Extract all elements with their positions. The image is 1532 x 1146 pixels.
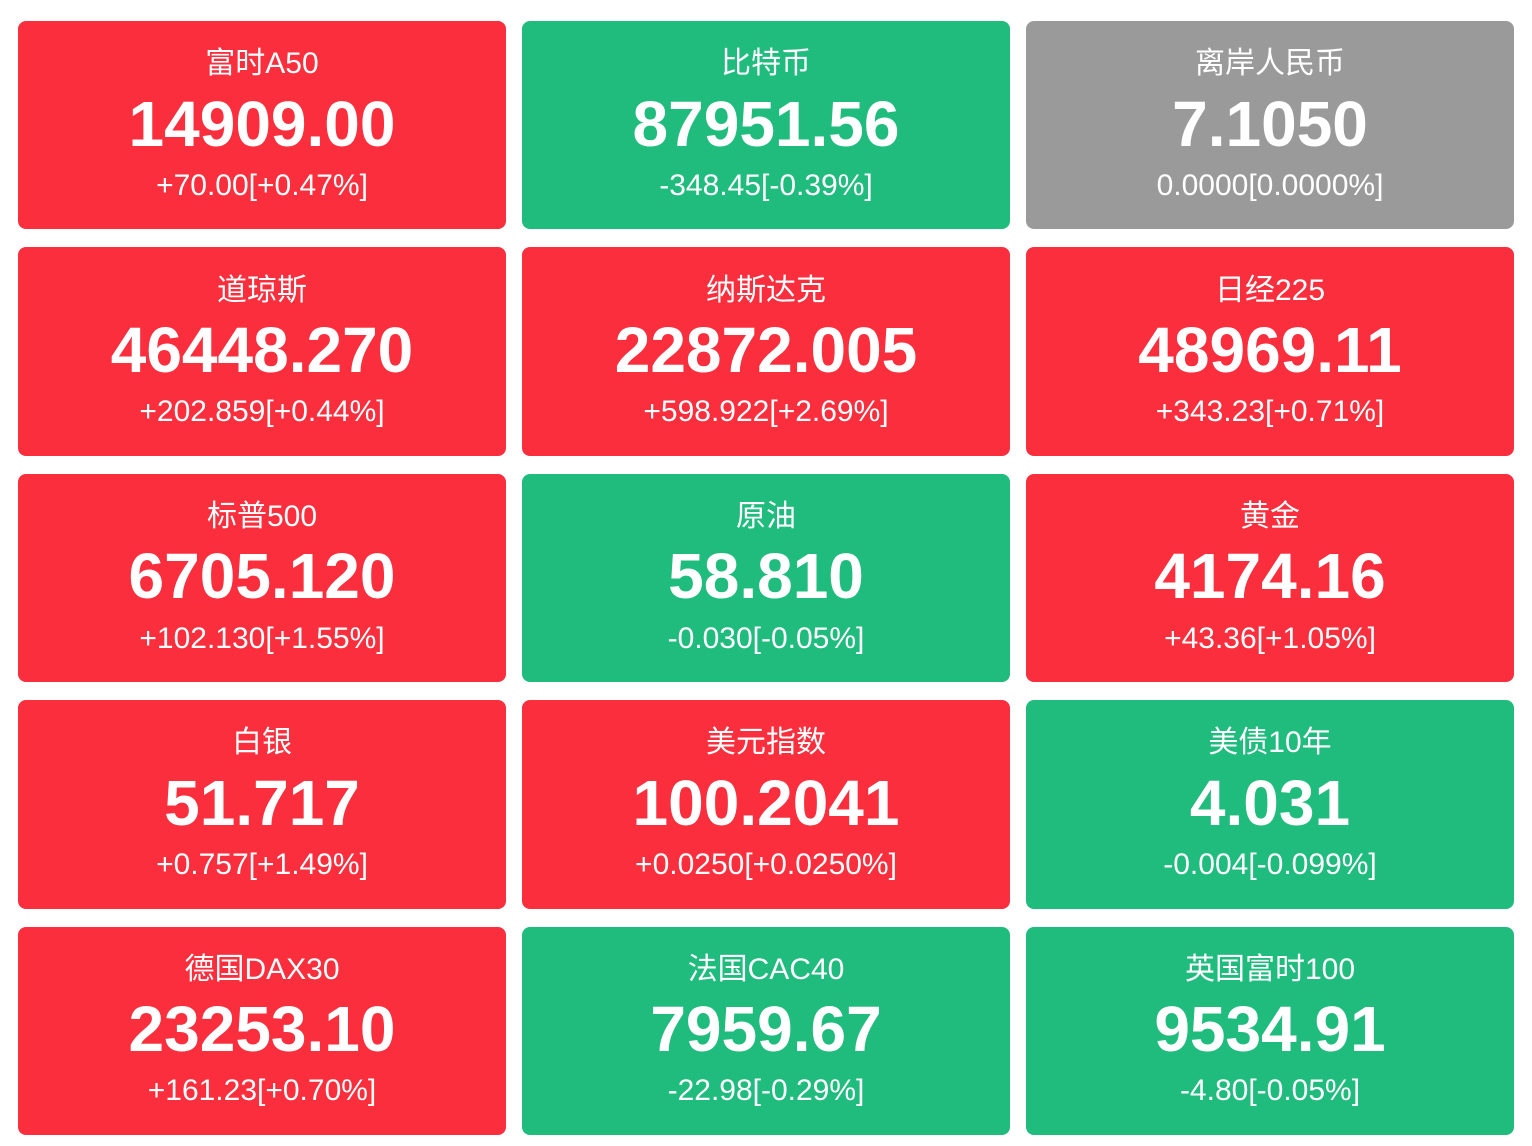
market-tile-13[interactable]: 德国DAX30 23253.10 +161.23[+0.70%] <box>18 926 506 1135</box>
tile-change-text: -0.030[-0.05%] <box>667 621 865 655</box>
tile-instrument-name: 德国DAX30 <box>184 952 340 986</box>
tile-instrument-name: 美债10年 <box>1208 726 1332 760</box>
tile-instrument-name: 黄金 <box>1240 499 1300 533</box>
market-tile-1[interactable]: 富时A50 14909.00 +70.00[+0.47%] <box>18 21 506 230</box>
tile-change-text: +598.922[+2.69%] <box>643 395 889 429</box>
tile-change-text: +161.23[+0.70%] <box>147 1074 377 1108</box>
tile-change-text: +202.859[+0.44%] <box>139 395 385 429</box>
tile-instrument-name: 标普500 <box>206 499 318 533</box>
market-tile-12[interactable]: 美债10年 4.031 -0.004[-0.099%] <box>1026 700 1514 909</box>
tile-change-text: -4.80[-0.05%] <box>1179 1074 1361 1108</box>
tile-price-value: 100.2041 <box>632 766 900 839</box>
tile-instrument-name: 纳斯达克 <box>706 273 826 307</box>
market-tile-7[interactable]: 标普500 6705.120 +102.130[+1.55%] <box>18 473 506 683</box>
market-tile-11[interactable]: 美元指数 100.2041 +0.0250[+0.0250%] <box>522 700 1010 909</box>
market-tile-9[interactable]: 黄金 4174.16 +43.36[+1.05%] <box>1026 473 1514 683</box>
tile-price-value: 22872.005 <box>614 314 918 386</box>
tile-instrument-name: 原油 <box>736 499 796 533</box>
tile-price-value: 9534.91 <box>1154 993 1386 1066</box>
tile-instrument-name: 美元指数 <box>706 726 826 760</box>
tile-change-text: -348.45[-0.39%] <box>659 168 873 202</box>
tile-instrument-name: 日经225 <box>1214 273 1326 307</box>
market-tile-6[interactable]: 日经225 48969.11 +343.23[+0.71%] <box>1026 247 1514 456</box>
tile-change-text: +70.00[+0.47%] <box>156 168 368 202</box>
market-tile-5[interactable]: 纳斯达克 22872.005 +598.922[+2.69%] <box>522 247 1010 456</box>
market-tile-10[interactable]: 白银 51.717 +0.757[+1.49%] <box>18 700 506 909</box>
market-tile-15[interactable]: 英国富时100 9534.91 -4.80[-0.05%] <box>1026 926 1514 1135</box>
tile-price-value: 4.031 <box>1189 766 1351 839</box>
tile-price-value: 48969.11 <box>1138 314 1402 386</box>
tile-change-text: +0.0250[+0.0250%] <box>635 847 897 881</box>
tile-instrument-name: 道琼斯 <box>217 273 307 307</box>
tile-change-text: +43.36[+1.05%] <box>1164 621 1376 655</box>
tile-instrument-name: 比特币 <box>721 47 811 81</box>
market-tile-4[interactable]: 道琼斯 46448.270 +202.859[+0.44%] <box>18 247 506 456</box>
market-tile-2[interactable]: 比特币 87951.56 -348.45[-0.39%] <box>522 21 1010 230</box>
market-tile-3[interactable]: 离岸人民币 7.1050 0.0000[0.0000%] <box>1026 21 1514 230</box>
tile-change-text: -0.004[-0.099%] <box>1163 847 1377 881</box>
tile-price-value: 7.1050 <box>1172 87 1368 160</box>
tile-change-text: +343.23[+0.71%] <box>1155 395 1385 429</box>
tile-price-value: 4174.16 <box>1154 540 1386 613</box>
tile-change-text: 0.0000[0.0000%] <box>1156 168 1384 202</box>
tile-price-value: 14909.00 <box>128 87 396 160</box>
tile-instrument-name: 离岸人民币 <box>1195 47 1345 81</box>
tile-price-value: 23253.10 <box>128 993 396 1066</box>
tile-price-value: 46448.270 <box>110 314 414 386</box>
tile-change-text: +0.757[+1.49%] <box>156 847 368 881</box>
market-tile-8[interactable]: 原油 58.810 -0.030[-0.05%] <box>522 473 1010 683</box>
tile-instrument-name: 富时A50 <box>205 47 319 81</box>
market-tile-14[interactable]: 法国CAC40 7959.67 -22.98[-0.29%] <box>522 926 1010 1135</box>
tile-price-value: 7959.67 <box>650 993 882 1066</box>
tile-instrument-name: 法国CAC40 <box>687 952 845 986</box>
tile-change-text: +102.130[+1.55%] <box>139 621 385 655</box>
tile-instrument-name: 白银 <box>232 726 292 760</box>
tile-price-value: 87951.56 <box>632 87 900 160</box>
tile-price-value: 6705.120 <box>128 540 396 613</box>
tile-price-value: 58.810 <box>668 540 864 613</box>
tile-price-value: 51.717 <box>164 766 360 839</box>
tile-change-text: -22.98[-0.29%] <box>667 1074 865 1108</box>
tile-instrument-name: 英国富时100 <box>1184 952 1356 986</box>
